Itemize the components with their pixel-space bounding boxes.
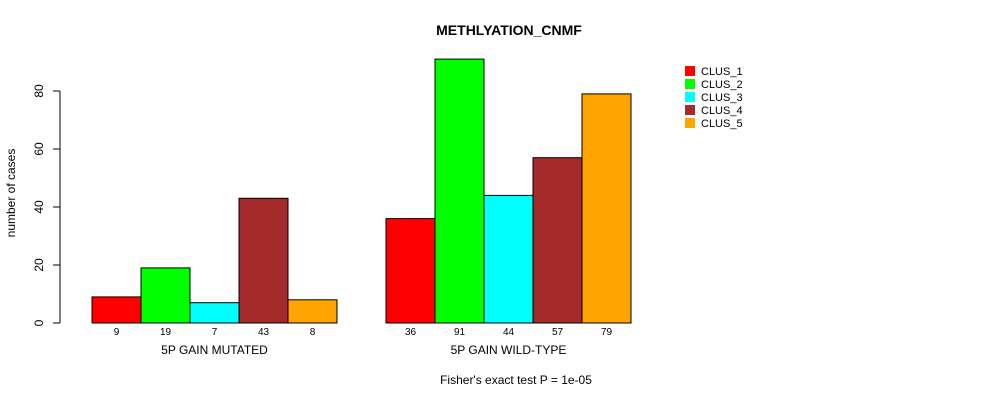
y-tick-label: 20 [32,258,46,272]
legend-label: CLUS_1 [701,66,743,78]
legend-swatch-clus-5 [685,118,695,128]
bar-value-labels: 9 19 7 43 8 36 91 44 57 79 [114,327,613,338]
bar-value-label: 79 [601,327,613,338]
legend-label: CLUS_2 [701,79,743,91]
y-tick-label: 60 [32,142,46,156]
legend-swatch-clus-2 [685,79,695,89]
y-axis: 0 20 40 60 80 [32,84,61,326]
legend-label: CLUS_4 [701,105,743,117]
group-label: 5P GAIN WILD-TYPE [451,343,567,357]
bar-value-label: 8 [310,327,316,338]
bar-clus-4-group-1 [238,197,289,324]
bar-value-label: 19 [160,327,172,338]
bar-clus-2-group-1 [140,267,191,324]
bar-value-label: 57 [552,327,564,338]
bar-value-label: 43 [258,327,270,338]
bar-clus-3-group-1 [189,302,240,324]
legend-label: CLUS_5 [701,118,743,130]
bar-clus-1-group-1 [91,296,142,324]
y-tick-label: 0 [32,319,46,326]
bar-clus-2-group-2 [434,58,485,324]
legend-swatch-clus-3 [685,92,695,102]
fisher-test-footnote: Fisher's exact test P = 1e-05 [440,373,592,387]
bar-value-label: 44 [503,327,515,338]
bar-clus-3-group-2 [483,194,534,324]
bar-clus-5-group-1 [287,299,338,324]
y-tick-label: 40 [32,200,46,214]
chart-title: METHLYATION_CNMF [436,22,582,38]
bar-value-label: 36 [405,327,417,338]
legend-label: CLUS_3 [701,92,743,104]
bar-clus-5-group-2 [581,93,632,324]
group-labels: 5P GAIN MUTATED 5P GAIN WILD-TYPE [161,343,566,357]
bar-value-label: 9 [114,327,120,338]
bar-clus-1-group-2 [385,218,436,324]
bar-clus-4-group-2 [532,157,583,324]
legend-swatch-clus-1 [685,66,695,76]
bar-series [91,58,632,324]
bar-value-label: 91 [454,327,466,338]
y-tick-label: 80 [32,84,46,98]
bar-value-label: 7 [212,327,218,338]
group-label: 5P GAIN MUTATED [161,343,268,357]
legend-swatch-clus-4 [685,105,695,115]
y-axis-label: number of cases [4,149,18,238]
